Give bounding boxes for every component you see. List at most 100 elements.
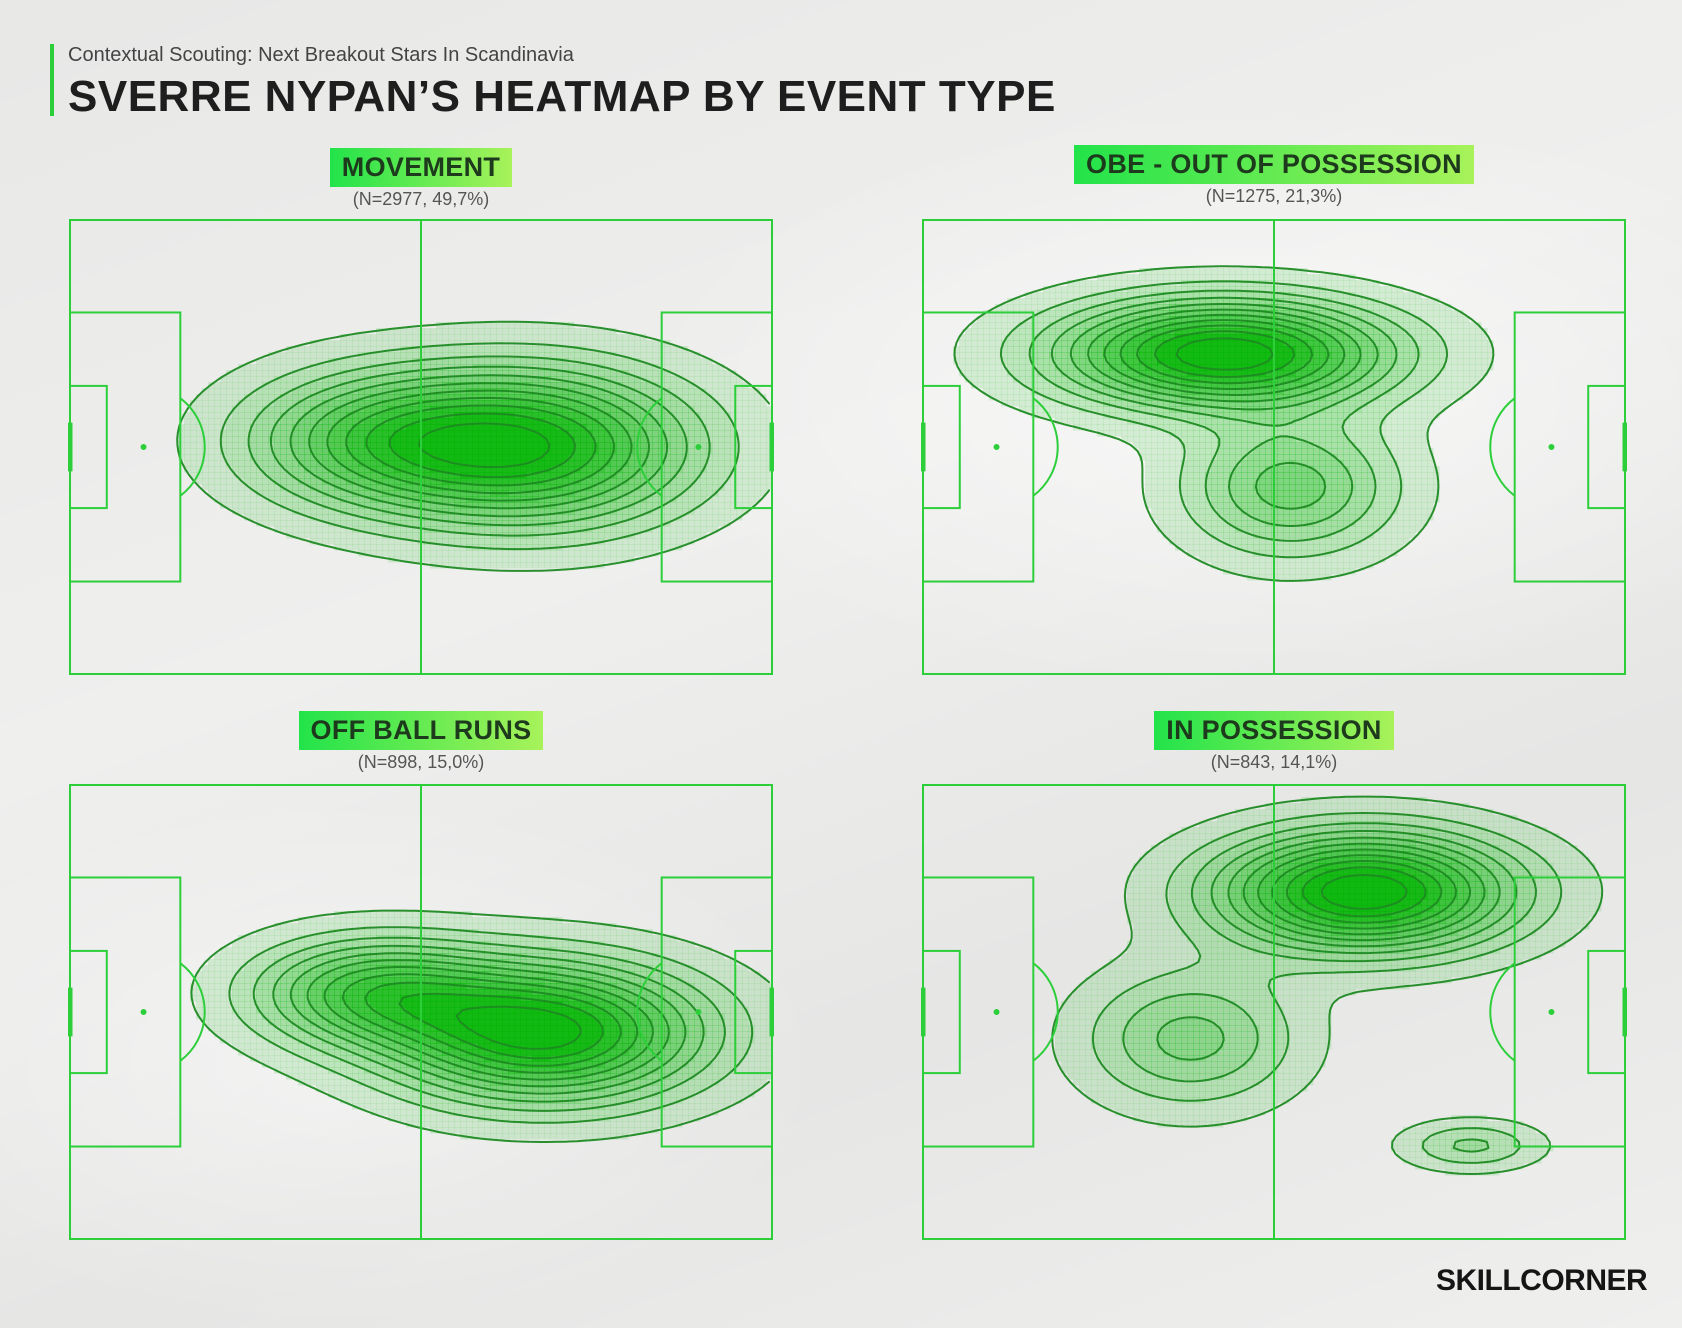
density-cell — [1217, 310, 1224, 317]
density-cell — [1103, 370, 1110, 377]
density-cell — [322, 466, 329, 473]
density-cell — [1205, 478, 1212, 485]
density-cell — [346, 490, 353, 497]
density-cell — [442, 370, 449, 377]
density-cell — [610, 424, 617, 431]
density-cell — [640, 430, 647, 437]
density-cell — [1157, 406, 1164, 413]
density-cell — [496, 514, 503, 521]
density-cell — [226, 430, 233, 437]
density-cell — [724, 442, 731, 449]
density-cell — [1067, 322, 1074, 329]
density-cell — [442, 484, 449, 491]
density-cell — [574, 334, 581, 341]
density-cell — [556, 472, 563, 479]
density-cell — [1259, 340, 1266, 347]
density-cell — [1103, 406, 1110, 413]
density-cell — [382, 466, 389, 473]
density-cell — [1169, 526, 1176, 533]
density-cell — [730, 484, 737, 491]
density-cell — [1241, 394, 1248, 401]
density-cell — [604, 496, 611, 503]
density-cell — [730, 400, 737, 407]
density-cell — [724, 418, 731, 425]
density-cell — [754, 484, 761, 491]
density-cell — [232, 394, 239, 401]
density-cell — [442, 406, 449, 413]
density-cell — [514, 346, 521, 353]
density-cell — [1007, 334, 1014, 341]
density-cell — [965, 334, 972, 341]
density-cell — [550, 478, 557, 485]
density-cell — [322, 418, 329, 425]
density-cell — [610, 454, 617, 461]
density-cell — [364, 406, 371, 413]
density-cell — [736, 430, 743, 437]
density-cell — [232, 388, 239, 395]
density-cell — [646, 430, 653, 437]
density-cell — [1199, 340, 1206, 347]
density-cell — [364, 502, 371, 509]
density-cell — [1253, 514, 1260, 521]
density-cell — [971, 322, 978, 329]
density-cell — [1013, 316, 1020, 323]
density-cell — [526, 358, 533, 365]
density-cell — [550, 460, 557, 467]
density-cell — [1115, 364, 1122, 371]
density-cell — [694, 502, 701, 509]
density-cell — [514, 484, 521, 491]
density-cell — [364, 478, 371, 485]
density-cell — [1247, 388, 1254, 395]
density-cell — [1145, 334, 1152, 341]
density-cell — [742, 502, 749, 509]
density-cell — [676, 508, 683, 515]
density-cell — [664, 418, 671, 425]
density-cell — [1253, 454, 1260, 461]
density-cell — [965, 346, 972, 353]
density-cell — [1253, 502, 1260, 509]
density-cell — [562, 460, 569, 467]
density-cell — [478, 562, 485, 569]
density-cell — [280, 436, 287, 443]
density-cell — [1013, 340, 1020, 347]
density-cell — [430, 418, 437, 425]
density-cell — [574, 448, 581, 455]
density-cell — [412, 418, 419, 425]
density-cell — [478, 370, 485, 377]
density-cell — [466, 442, 473, 449]
density-cell — [598, 508, 605, 515]
density-cell — [400, 382, 407, 389]
density-cell — [766, 442, 773, 449]
density-cell — [1187, 412, 1194, 419]
density-cell — [1229, 514, 1236, 521]
density-cell — [1223, 358, 1230, 365]
density-cell — [232, 424, 239, 431]
density-cell — [1049, 334, 1056, 341]
density-cell — [604, 472, 611, 479]
density-cell — [1001, 322, 1008, 329]
density-cell — [514, 376, 521, 383]
density-cell — [334, 532, 341, 539]
density-cell — [640, 424, 647, 431]
density-cell — [610, 346, 617, 353]
density-cell — [322, 376, 329, 383]
density-cell — [1241, 442, 1248, 449]
density-cell — [1247, 538, 1254, 545]
density-cell — [286, 472, 293, 479]
density-cell — [640, 382, 647, 389]
density-cell — [388, 472, 395, 479]
density-cell — [1055, 412, 1062, 419]
density-cell — [262, 496, 269, 503]
density-cell — [298, 388, 305, 395]
density-cell — [1193, 418, 1200, 425]
density-cell — [1235, 562, 1242, 569]
density-cell — [1007, 352, 1014, 359]
density-cell — [652, 502, 659, 509]
density-cell — [394, 436, 401, 443]
density-cell — [424, 394, 431, 401]
density-cell — [712, 412, 719, 419]
density-cell — [388, 352, 395, 359]
density-cell — [574, 424, 581, 431]
density-cell — [598, 550, 605, 557]
density-cell — [724, 502, 731, 509]
